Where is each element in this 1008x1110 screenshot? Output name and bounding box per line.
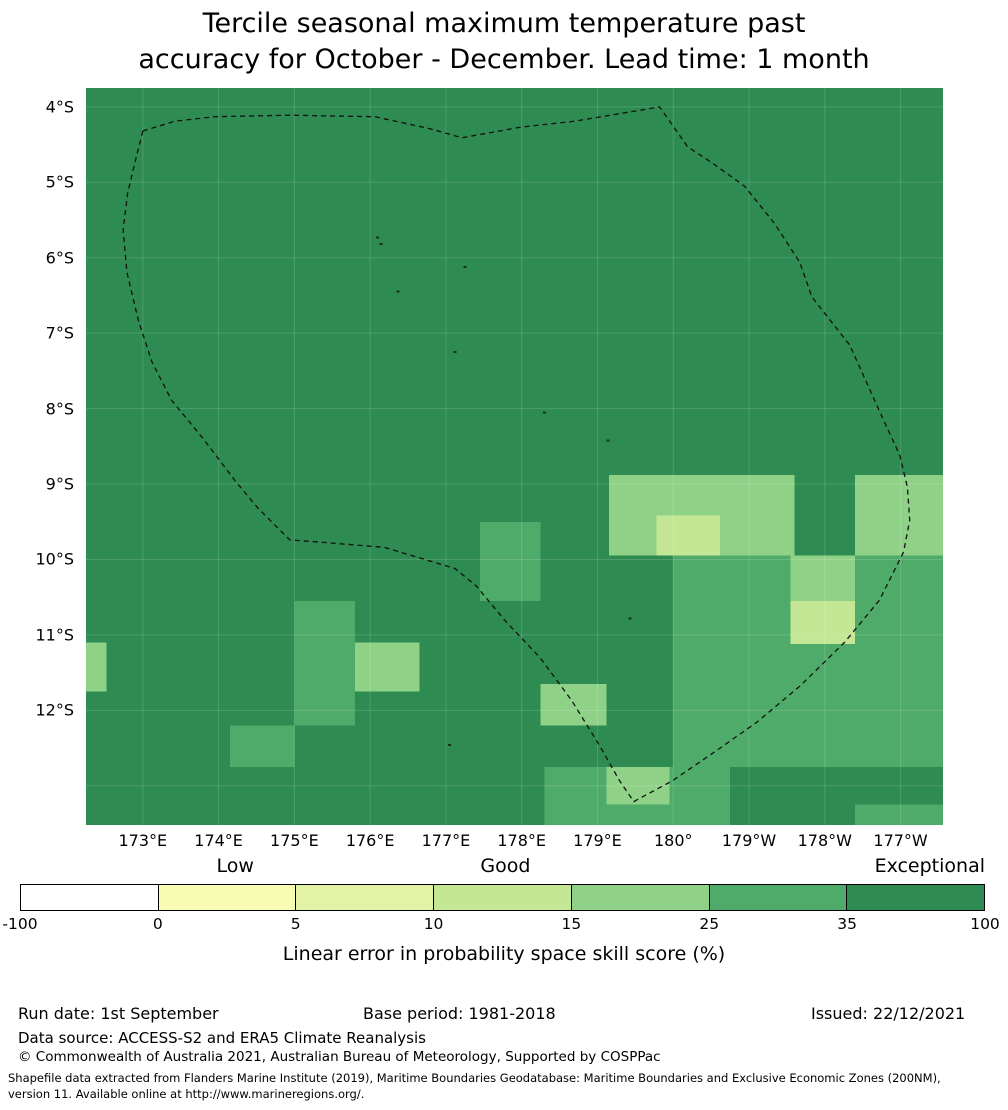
colorbar-tick-label: 25	[699, 915, 720, 933]
x-tick-label: 179°W	[721, 831, 777, 850]
skill-cell	[855, 804, 943, 825]
colorbar-label-exceptional: Exceptional	[874, 855, 985, 877]
y-tick-label: 12°S	[35, 700, 74, 720]
colorbar-ticks: -100 0 5 10 15 25 35 100	[2, 915, 999, 935]
island-mark	[463, 265, 467, 268]
colorbar-segment	[295, 885, 434, 910]
footer-run-date: Run date: 1st September	[18, 1004, 219, 1023]
colorbar-tick-label: -100	[2, 915, 38, 933]
y-tick-label: 10°S	[35, 549, 74, 569]
colorbar-tick-label: 0	[152, 915, 163, 933]
y-tick-label: 6°S	[45, 248, 74, 268]
skill-cell	[294, 601, 355, 726]
skill-cell	[86, 642, 107, 692]
colorbar-label-low: Low	[216, 855, 254, 877]
island-mark	[453, 351, 457, 353]
footer-base-period: Base period: 1981-2018	[363, 1004, 556, 1023]
colorbar-tick-label: 5	[290, 915, 301, 933]
colorbar-segment	[433, 885, 571, 910]
colorbar-label-good: Good	[480, 855, 531, 877]
footer-shapefile-line1: Shapefile data extracted from Flanders M…	[8, 1071, 941, 1085]
colorbar-segment	[21, 885, 158, 910]
colorbar-segment	[846, 885, 985, 910]
y-tick-label: 8°S	[45, 399, 74, 419]
x-tick-label: 176°E	[345, 831, 395, 850]
island-mark	[379, 243, 383, 246]
skill-cell	[480, 521, 541, 601]
colorbar-segment	[708, 885, 847, 910]
skill-cell	[855, 475, 943, 556]
island-mark	[606, 439, 610, 442]
colorbar-caption: Linear error in probability space skill …	[282, 943, 726, 965]
x-tick-label: 178°E	[497, 831, 547, 850]
footer-shapefile-note: Shapefile data extracted from Flanders M…	[8, 1070, 1003, 1102]
colorbar-segment	[157, 885, 296, 910]
eez-boundary	[122, 106, 911, 803]
y-axis-labels: 4°S 5°S 6°S 7°S 8°S 9°S 10°S 11°S 12°S	[0, 88, 78, 825]
x-tick-label: 178°W	[797, 831, 852, 850]
footer-copyright: © Commonwealth of Australia 2021, Austra…	[18, 1049, 661, 1065]
x-tick-label: 180°	[653, 831, 693, 850]
colorbar-tick-label: 35	[837, 915, 858, 933]
chart-title-line2: accuracy for October - December. Lead ti…	[138, 43, 870, 75]
y-tick-label: 11°S	[35, 625, 74, 645]
island-mark	[542, 411, 546, 414]
y-tick-label: 7°S	[45, 323, 74, 343]
colorbar-segment	[570, 885, 709, 910]
map-canvas	[86, 88, 943, 825]
footer-data-source: Data source: ACCESS-S2 and ERA5 Climate …	[18, 1029, 426, 1047]
skill-cell	[230, 725, 295, 767]
skill-cell	[606, 766, 670, 805]
island-mark	[628, 617, 632, 620]
x-tick-label: 175°E	[270, 831, 319, 850]
footer-issued-date: Issued: 22/12/2021	[811, 1004, 966, 1023]
colorbar	[20, 884, 985, 911]
skill-map	[86, 88, 943, 825]
island-mark	[396, 290, 400, 293]
colorbar-tick-label: 10	[423, 915, 444, 933]
colorbar-tick-label: 100	[970, 915, 1000, 933]
y-tick-label: 9°S	[45, 474, 74, 494]
chart-title: Tercile seasonal maximum temperature pas…	[0, 6, 1008, 77]
skill-cell	[790, 555, 856, 601]
skill-cell	[656, 515, 721, 556]
island-mark	[448, 744, 452, 746]
y-tick-label: 4°S	[45, 97, 74, 117]
chart-title-line1: Tercile seasonal maximum temperature pas…	[202, 8, 806, 39]
skill-cell	[790, 601, 856, 644]
skill-cell	[355, 642, 420, 692]
x-tick-label: 177°W	[873, 831, 928, 850]
colorbar-region-labels: Low Good Exceptional	[20, 855, 985, 881]
colorbar-tick-label: 15	[561, 915, 582, 933]
x-tick-label: 179°E	[573, 831, 622, 850]
x-tick-label: 173°E	[118, 831, 168, 850]
x-axis-labels: 173°E 174°E 175°E 176°E 177°E 178°E 179°E 180° 1…	[86, 831, 943, 853]
x-tick-label: 177°E	[421, 831, 471, 850]
footer-shapefile-line2: version 11. Available online at http://w…	[8, 1087, 365, 1102]
island-mark	[376, 236, 380, 239]
y-tick-label: 5°S	[45, 172, 74, 192]
x-tick-label: 174°E	[194, 831, 243, 850]
